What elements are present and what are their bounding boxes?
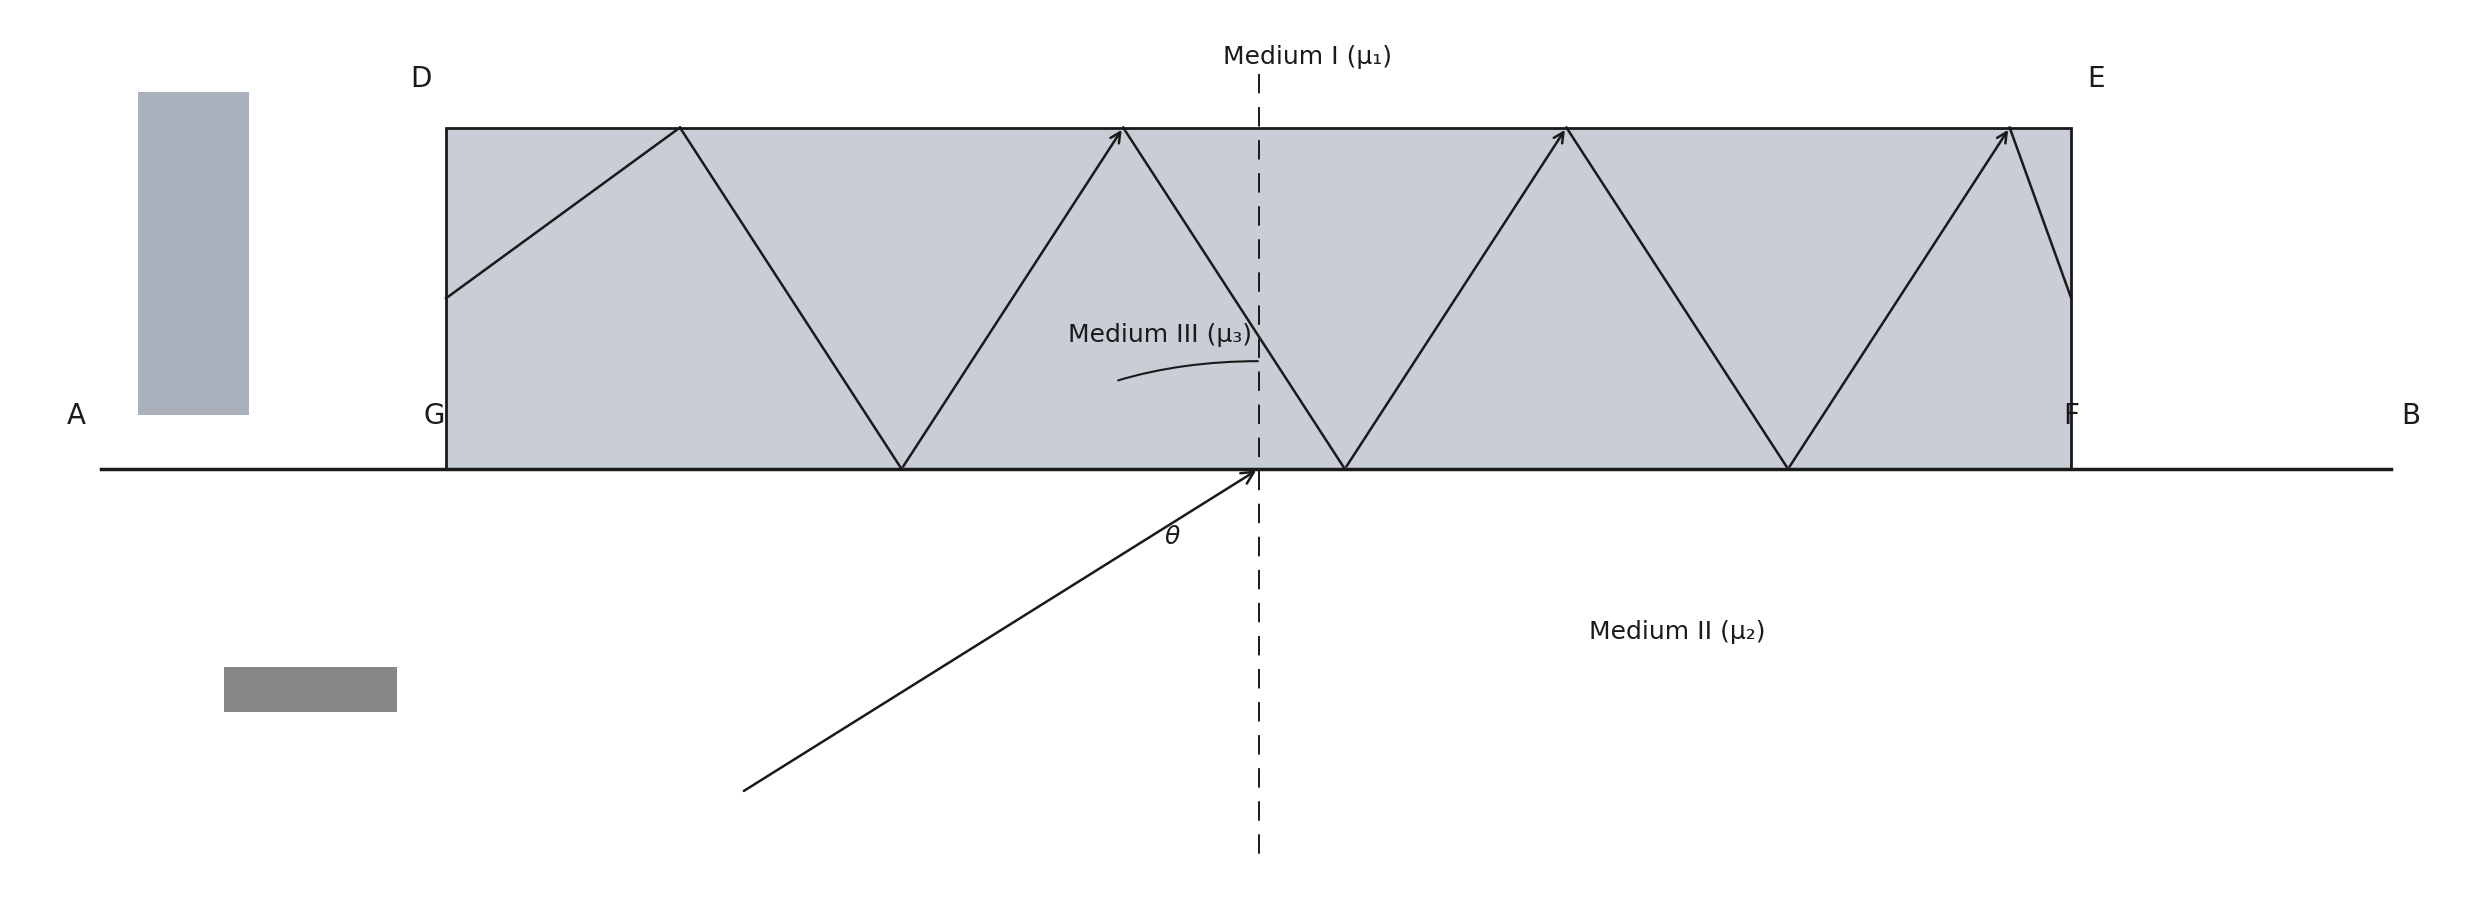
Bar [225,667,397,712]
Bar [138,92,249,415]
Text: Medium I (μ₁): Medium I (μ₁) [1224,44,1392,69]
Text: B: B [2401,402,2421,430]
Text: E: E [2088,65,2105,93]
Text: θ: θ [1165,525,1180,549]
Text: Medium II (μ₂): Medium II (μ₂) [1589,619,1765,643]
Text: A: A [67,402,86,430]
Text: D: D [410,65,432,93]
Bar [447,128,2071,470]
Text: F: F [2063,402,2078,430]
Text: Medium III (μ₃): Medium III (μ₃) [1069,323,1251,347]
Text: G: G [422,402,444,430]
